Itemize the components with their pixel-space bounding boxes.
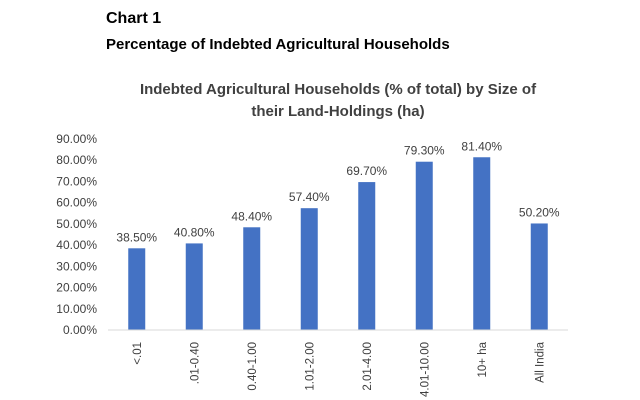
y-tick-label: 30.00% — [56, 259, 97, 273]
bar — [415, 161, 433, 330]
y-tick-label: 90.00% — [56, 132, 97, 146]
data-label: 40.80% — [174, 225, 215, 239]
x-tick-label: 4.01-10.00 — [419, 342, 431, 397]
bar — [185, 243, 203, 330]
data-label: 57.40% — [289, 190, 330, 204]
x-tick-label: 2.01-4.00 — [362, 342, 374, 391]
x-tick-label: <.01 — [132, 342, 144, 365]
y-tick-label: 60.00% — [56, 196, 97, 210]
bars: 38.50% 40.80% 48.40% 57.40% 69.70% 79.30% 81.4… — [116, 139, 560, 330]
chart-title-line: their Land-Holdings (ha) — [251, 103, 424, 120]
x-tick-label: 10+ ha — [477, 341, 489, 377]
data-label: 69.70% — [346, 164, 387, 178]
bar — [243, 227, 261, 330]
x-axis: <.01 .01-0.40 0.40-1.00 1.01-2.00 2.01-4.00 4… — [108, 329, 568, 397]
x-tick-label: 0.40-1.00 — [247, 342, 259, 391]
y-tick-label: 0.00% — [63, 323, 97, 337]
y-tick-label: 40.00% — [56, 238, 97, 252]
data-label: 38.50% — [116, 230, 157, 244]
y-tick-label: 80.00% — [56, 153, 97, 167]
bar — [300, 208, 318, 330]
bar — [473, 157, 491, 330]
chart-subtitle: Percentage of Indebted Agricultural Hous… — [106, 36, 450, 53]
chart-title: Indebted Agricultural Households (% of t… — [140, 81, 537, 120]
y-tick-label: 20.00% — [56, 281, 97, 295]
y-tick-label: 50.00% — [56, 217, 97, 231]
y-axis: 0.00% 10.00% 20.00% 30.00% 40.00% 50.00% 60.00… — [56, 132, 97, 337]
x-tick-label: .01-0.40 — [189, 342, 201, 384]
data-label: 50.20% — [519, 205, 560, 219]
data-label: 79.30% — [404, 144, 445, 158]
data-label: 81.40% — [461, 139, 502, 153]
bar — [128, 248, 146, 330]
bar — [358, 182, 376, 330]
data-label: 48.40% — [231, 209, 272, 223]
bar — [530, 223, 548, 330]
y-tick-label: 70.00% — [56, 174, 97, 188]
x-tick-label: All India — [534, 341, 546, 383]
chart-header: Chart 1 Percentage of Indebted Agricultu… — [106, 6, 450, 58]
y-tick-label: 10.00% — [56, 302, 97, 316]
chart-number: Chart 1 — [106, 10, 162, 27]
chart-title-line: Indebted Agricultural Households (% of t… — [140, 81, 537, 98]
x-tick-label: 1.01-2.00 — [304, 342, 316, 391]
